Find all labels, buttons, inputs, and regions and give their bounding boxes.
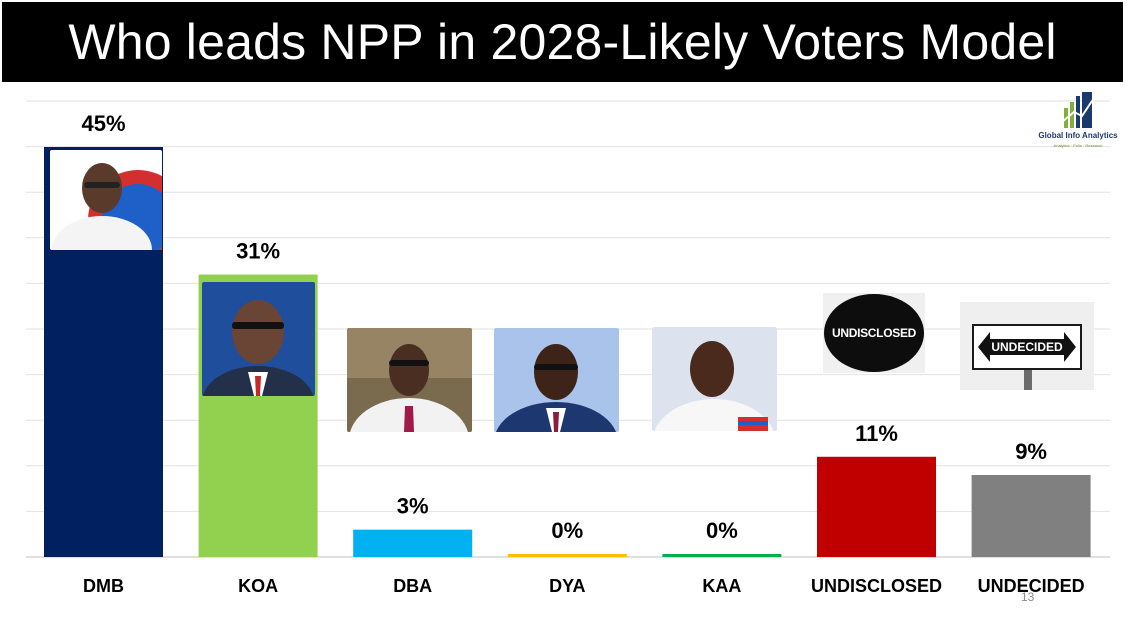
category-label-undecided: UNDECIDED	[978, 576, 1085, 596]
bar-undisclosed	[817, 456, 936, 557]
undisclosed-badge-text: UNDISCLOSED	[831, 326, 917, 340]
dba-portrait	[347, 328, 472, 432]
category-label-dya: DYA	[549, 576, 585, 596]
data-label-undecided: 9%	[1015, 439, 1047, 464]
category-label-undisclosed: UNDISCLOSED	[811, 576, 942, 596]
data-label-koa: 31%	[236, 239, 280, 264]
logo-bars-icon	[1061, 92, 1095, 128]
category-label-dmb: DMB	[83, 576, 124, 596]
data-label-undisclosed: 11%	[855, 421, 898, 446]
data-label-dya: 0%	[551, 518, 583, 543]
undecided-sign: UNDECIDED	[960, 302, 1094, 390]
global-info-analytics-logo: Global Info Analytics Analytics · Polls …	[1036, 90, 1120, 152]
koa-portrait	[202, 282, 315, 396]
bar-dba	[353, 529, 473, 557]
bar-undecided	[971, 475, 1091, 557]
data-label-dmb: 45%	[81, 111, 125, 136]
dmb-portrait	[50, 150, 162, 250]
logo-brand-text: Global Info Analytics	[1038, 131, 1118, 140]
category-label-dba: DBA	[393, 576, 432, 596]
category-label-koa: KOA	[238, 576, 278, 596]
bar-dya	[507, 554, 627, 557]
dya-portrait	[494, 328, 619, 432]
data-label-kaa: 0%	[706, 518, 738, 543]
undecided-sign-text: UNDECIDED	[991, 340, 1063, 354]
page-title: Who leads NPP in 2028-Likely Voters Mode…	[68, 14, 1057, 70]
kaa-portrait	[652, 327, 777, 431]
data-label-dba: 3%	[397, 494, 429, 519]
undisclosed-badge: UNDISCLOSED	[823, 293, 925, 373]
logo-tagline: Analytics · Polls · Research	[1053, 143, 1103, 148]
bar-kaa	[662, 554, 782, 557]
title-bar: Who leads NPP in 2028-Likely Voters Mode…	[2, 2, 1123, 82]
page-number: 13	[1021, 590, 1035, 604]
category-label-kaa: KAA	[702, 576, 741, 596]
